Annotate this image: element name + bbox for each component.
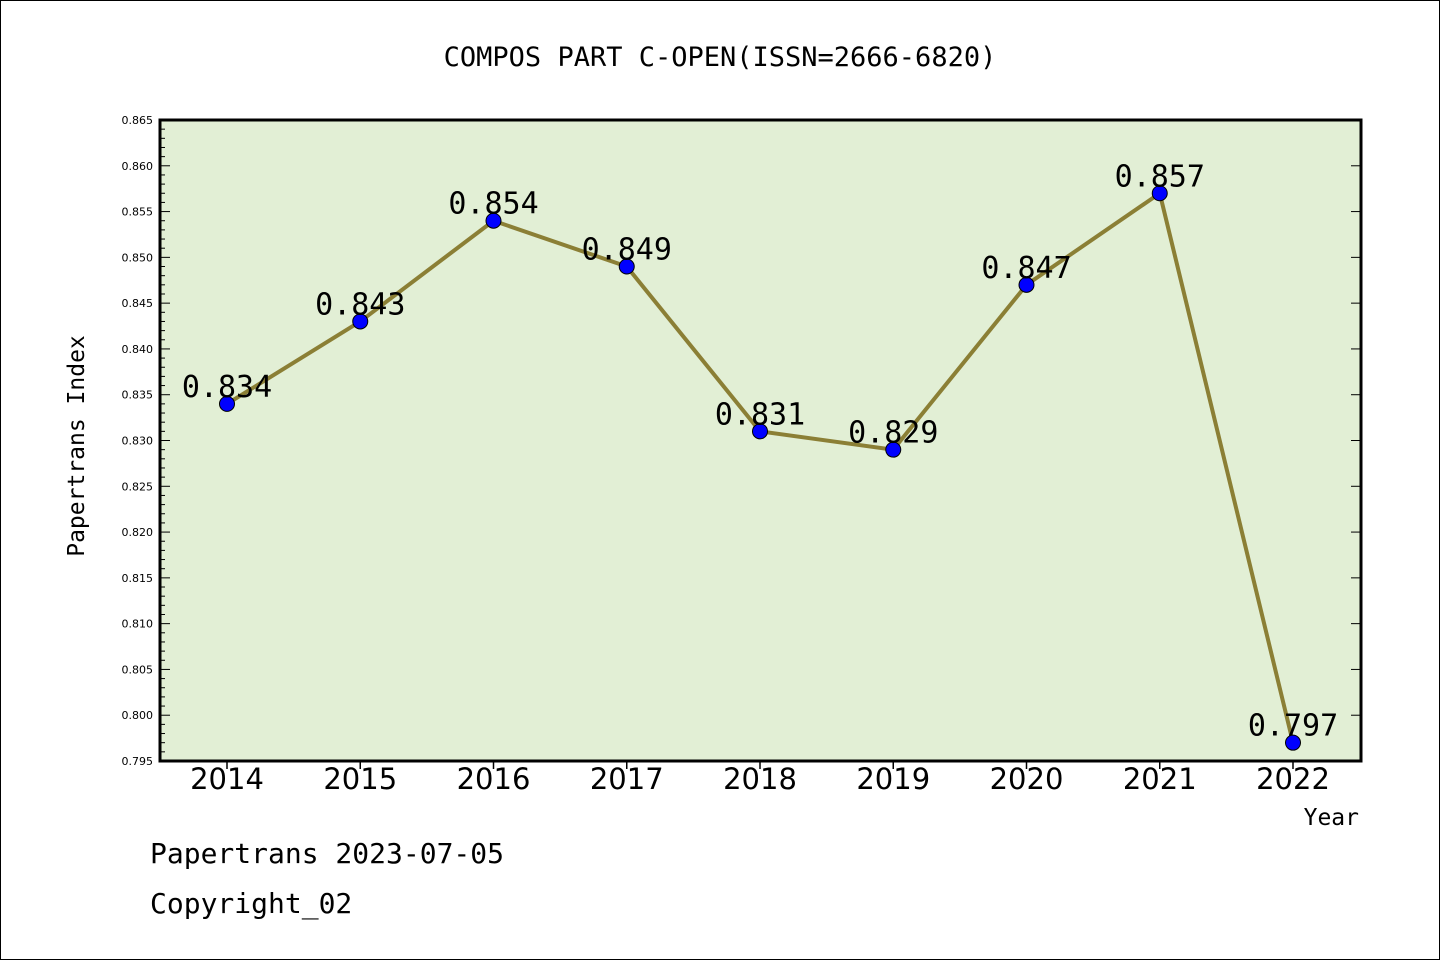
series-markers [219, 185, 1301, 751]
data-point [618, 258, 635, 275]
y-tick-label: 0.800 [122, 709, 154, 722]
x-tick-label: 2014 [190, 762, 264, 796]
y-tick-label: 0.830 [122, 435, 154, 448]
y-tick-label: 0.795 [122, 755, 154, 768]
y-tick-label: 0.810 [122, 618, 154, 631]
footer-date: Papertrans 2023-07-05 [150, 837, 504, 870]
y-tick-label: 0.820 [122, 526, 154, 539]
y-tick-label: 0.860 [122, 160, 154, 173]
y-axis-label: Papertrans Index [64, 335, 90, 557]
y-tick-label: 0.815 [122, 572, 154, 585]
y-tick-label: 0.825 [122, 480, 154, 493]
x-axis: 2014 2015 2016 2017 2018 2019 2020 2021 2022 [190, 761, 1330, 796]
x-tick-label: 2020 [990, 762, 1064, 796]
data-label: 0.854 [448, 187, 538, 222]
data-label: 0.831 [715, 397, 805, 432]
x-tick-label: 2015 [323, 762, 397, 796]
x-tick-label: 2018 [723, 762, 797, 796]
plot-border [158, 118, 1363, 763]
y-tick-label: 0.805 [122, 663, 154, 676]
data-label: 0.829 [848, 416, 938, 451]
y-tick-label: 0.865 [122, 114, 154, 127]
data-point [1018, 276, 1035, 293]
x-tick-label: 2016 [457, 762, 531, 796]
y-axis: 0.795 0.800 0.805 0.810 0.815 0.820 0.825 0.830… [122, 114, 1361, 768]
data-point [1285, 734, 1301, 751]
data-label: 0.797 [1248, 709, 1338, 744]
data-label: 0.834 [182, 370, 272, 405]
chart-title: COMPOS PART C-OPEN(ISSN=2666-6820) [444, 42, 997, 73]
data-label: 0.843 [315, 287, 405, 322]
y-tick-label: 0.850 [122, 251, 154, 264]
data-point [1151, 185, 1168, 202]
data-point [752, 423, 768, 440]
x-tick-label: 2017 [590, 762, 664, 796]
footer-copyright: Copyright_02 [150, 887, 352, 921]
y-tick-label: 0.835 [122, 389, 154, 402]
plot-area [160, 120, 1361, 761]
x-tick-label: 2019 [856, 762, 930, 796]
data-label: 0.849 [582, 233, 672, 268]
data-point [352, 313, 369, 330]
data-label: 0.847 [981, 251, 1071, 286]
data-point [485, 212, 502, 229]
x-tick-label: 2022 [1256, 762, 1330, 796]
y-tick-label: 0.840 [122, 343, 154, 356]
x-axis-label: Year [1304, 805, 1359, 831]
data-point [219, 395, 235, 412]
data-point [885, 441, 902, 458]
x-tick-label: 2021 [1123, 762, 1197, 796]
y-tick-label: 0.855 [122, 206, 154, 219]
data-label: 0.857 [1115, 159, 1205, 194]
y-tick-label: 0.845 [122, 297, 154, 310]
data-labels: 0.834 0.843 0.854 0.849 0.831 0.829 0.847 0.857… [182, 159, 1338, 743]
